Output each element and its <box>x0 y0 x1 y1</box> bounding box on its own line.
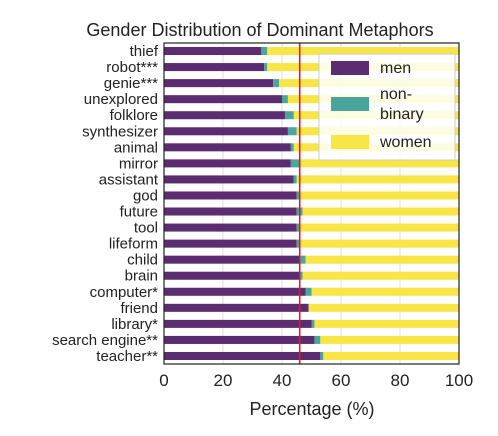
category-label: computer* <box>90 284 159 301</box>
bar-segment <box>164 159 291 168</box>
x-tick-label: 60 <box>332 371 351 390</box>
category-label: genie*** <box>104 75 158 92</box>
bar-segment <box>299 271 303 280</box>
bar-segment <box>299 223 459 232</box>
category-label: brain <box>125 268 158 285</box>
x-tick-label: 20 <box>214 371 233 390</box>
bar-segment <box>273 79 280 88</box>
bar-segment <box>299 239 459 248</box>
bar-segment <box>296 175 459 184</box>
category-label: assistant <box>99 171 159 188</box>
bar-segment <box>284 111 294 120</box>
bar-segment <box>164 207 297 216</box>
category-label: child <box>127 252 158 269</box>
chart-title: Gender Distribution of Dominant Metaphor… <box>86 20 433 40</box>
bar-segment <box>164 239 297 248</box>
category-label: library* <box>111 316 158 333</box>
bar-segment <box>164 79 274 88</box>
bar-segment <box>164 111 285 120</box>
category-label: future <box>120 204 158 221</box>
bar-segment <box>311 287 459 296</box>
bar-segment <box>320 335 459 344</box>
category-label: search engine** <box>52 332 158 349</box>
legend-swatch <box>331 97 369 111</box>
bar-segment <box>164 175 294 184</box>
bar-segment <box>164 47 262 56</box>
x-tick-label: 80 <box>391 371 410 390</box>
category-label: synthesizer <box>82 123 158 140</box>
bar-segment <box>299 255 306 264</box>
category-label: animal <box>114 139 158 156</box>
bar-segment <box>164 127 288 136</box>
bar-segment <box>323 351 459 360</box>
bar-segment <box>164 63 265 72</box>
category-label: lifeform <box>109 236 158 253</box>
bar-segment <box>164 287 306 296</box>
category-label: folklore <box>110 107 158 124</box>
x-tick-label: 40 <box>273 371 292 390</box>
x-tick-label: 100 <box>445 371 473 390</box>
bar-segment <box>308 303 459 312</box>
bar-segment <box>164 223 297 232</box>
x-tick-labels: 0 20 40 60 80 100 <box>159 371 473 390</box>
category-label: thief <box>130 43 159 60</box>
category-label: teacher** <box>96 348 158 365</box>
bar-segment <box>164 351 321 360</box>
category-label: robot*** <box>106 59 158 76</box>
bar-segment <box>293 175 297 184</box>
bar-segment <box>296 239 300 248</box>
bar-segment <box>164 319 312 328</box>
category-label: tool <box>134 220 158 237</box>
bar-segment <box>267 47 459 56</box>
bar-segment <box>287 127 297 136</box>
bar-segment <box>302 271 459 280</box>
bar-segment <box>299 159 459 168</box>
bar-segment <box>296 223 300 232</box>
legend: men non-binary women <box>318 53 456 161</box>
bar-segment <box>164 95 282 104</box>
bar-segment <box>296 191 300 200</box>
x-tick-label: 0 <box>159 371 168 390</box>
category-label: god <box>133 187 158 204</box>
bar-segment <box>314 335 321 344</box>
legend-label: binary <box>380 106 424 123</box>
bar-segment <box>305 255 459 264</box>
x-axis-label: Percentage (%) <box>249 399 374 419</box>
category-labels: thiefrobot***genie***unexploredfolklores… <box>52 43 159 365</box>
legend-swatch <box>331 61 369 75</box>
bar-segment <box>282 95 288 104</box>
bar-segment <box>164 271 300 280</box>
bar-segment <box>261 47 268 56</box>
category-label: unexplored <box>84 91 158 108</box>
bar-segment <box>290 159 300 168</box>
category-label: mirror <box>119 155 158 172</box>
bar-segment <box>164 143 291 152</box>
bar-segment <box>264 63 268 72</box>
bar-segment <box>164 191 297 200</box>
bar-segment <box>320 351 324 360</box>
bar-segment <box>314 319 459 328</box>
bar-segment <box>299 191 459 200</box>
legend-swatch <box>331 135 369 149</box>
bar-segment <box>311 319 315 328</box>
legend-label: men <box>380 60 411 77</box>
legend-label: non- <box>380 86 412 103</box>
bar-segment <box>305 287 312 296</box>
bar-segment <box>290 143 294 152</box>
bar-segment <box>164 255 300 264</box>
bar-segment <box>164 303 309 312</box>
bar-segment <box>164 335 315 344</box>
plot-frame <box>163 42 460 365</box>
category-label: friend <box>120 300 158 317</box>
legend-label: women <box>379 134 432 151</box>
bar-segment <box>302 207 459 216</box>
